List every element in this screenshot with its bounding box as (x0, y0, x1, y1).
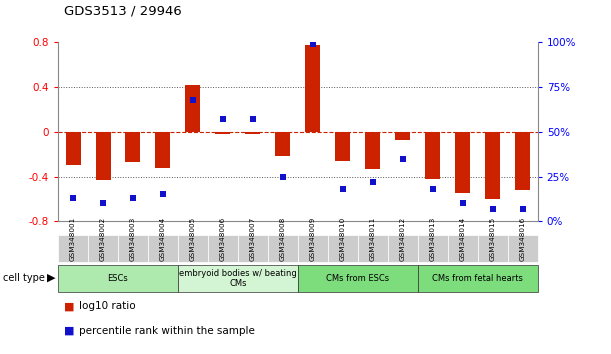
Text: GSM348013: GSM348013 (430, 217, 436, 261)
Bar (118, 235, 148, 262)
Bar (58, 235, 88, 262)
Text: GSM348005: GSM348005 (190, 217, 196, 261)
Bar (95, 132, 111, 180)
Point (338, 186, 348, 192)
Text: GSM348004: GSM348004 (160, 217, 166, 261)
Point (458, 200, 467, 206)
Text: GSM348006: GSM348006 (220, 217, 226, 261)
Point (158, 192, 168, 197)
Point (278, 174, 288, 179)
Point (308, 41, 318, 47)
Bar (508, 235, 538, 262)
Text: GSM348002: GSM348002 (100, 217, 106, 261)
Point (488, 206, 497, 212)
Text: ESCs: ESCs (108, 274, 128, 283)
Point (368, 179, 378, 185)
Text: log10 ratio: log10 ratio (79, 301, 136, 311)
Bar (395, 132, 410, 140)
Bar (88, 235, 118, 262)
Bar (148, 235, 178, 262)
Bar (208, 235, 238, 262)
Bar (268, 235, 298, 262)
Text: GSM348012: GSM348012 (400, 217, 406, 261)
Bar (425, 132, 441, 179)
Bar (216, 132, 230, 134)
Bar (515, 132, 530, 190)
Bar (125, 132, 141, 162)
Point (428, 186, 437, 192)
Text: ■: ■ (64, 326, 75, 336)
Bar (335, 132, 350, 161)
Text: GSM348010: GSM348010 (340, 217, 346, 261)
Bar (478, 235, 508, 262)
Bar (65, 132, 81, 165)
Bar (178, 265, 298, 292)
Bar (276, 132, 290, 156)
Bar (58, 265, 178, 292)
Point (128, 195, 138, 201)
Point (248, 116, 258, 122)
Text: embryoid bodies w/ beating
CMs: embryoid bodies w/ beating CMs (179, 269, 297, 288)
Text: GSM348008: GSM348008 (280, 217, 286, 261)
Text: GSM348007: GSM348007 (250, 217, 256, 261)
Text: ▶: ▶ (46, 273, 55, 283)
Bar (298, 235, 328, 262)
Bar (155, 132, 170, 168)
Bar (238, 235, 268, 262)
Point (188, 97, 198, 103)
Bar (418, 265, 538, 292)
Bar (388, 235, 418, 262)
Bar (246, 132, 260, 134)
Point (518, 206, 527, 212)
Text: GSM348016: GSM348016 (520, 217, 525, 261)
Bar (418, 235, 448, 262)
Bar (186, 85, 200, 132)
Text: GSM348001: GSM348001 (70, 217, 76, 261)
Text: CMs from fetal hearts: CMs from fetal hearts (433, 274, 523, 283)
Bar (485, 132, 500, 199)
Text: ■: ■ (64, 301, 75, 311)
Text: CMs from ESCs: CMs from ESCs (326, 274, 389, 283)
Bar (365, 132, 380, 169)
Point (398, 156, 408, 161)
Bar (358, 235, 388, 262)
Bar (298, 265, 418, 292)
Text: cell type: cell type (3, 273, 45, 283)
Text: GSM348009: GSM348009 (310, 217, 316, 261)
Point (98, 200, 108, 206)
Text: GSM348014: GSM348014 (459, 217, 466, 261)
Bar (328, 235, 358, 262)
Bar (448, 235, 478, 262)
Point (218, 116, 228, 122)
Text: GSM348011: GSM348011 (370, 217, 376, 261)
Bar (306, 45, 320, 132)
Bar (455, 132, 470, 193)
Text: GSM348003: GSM348003 (130, 217, 136, 261)
Text: GDS3513 / 29946: GDS3513 / 29946 (64, 5, 182, 18)
Text: percentile rank within the sample: percentile rank within the sample (79, 326, 255, 336)
Bar (178, 235, 208, 262)
Point (68, 195, 78, 201)
Text: GSM348015: GSM348015 (489, 217, 496, 261)
